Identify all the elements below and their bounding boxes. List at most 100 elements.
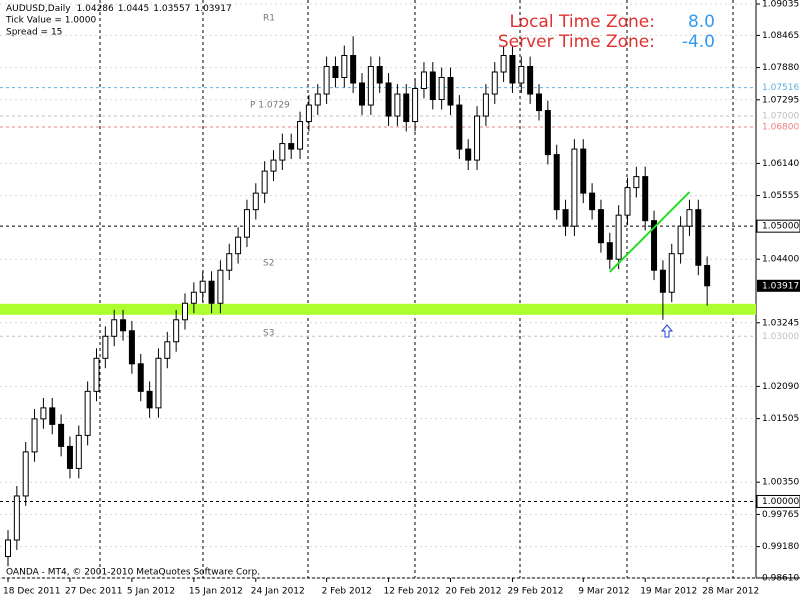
- candle-body: [465, 148, 472, 161]
- x-tick-label: 12 Feb 2012: [384, 587, 440, 597]
- pivot-label: S3: [263, 329, 274, 339]
- candle-body: [146, 390, 153, 409]
- candle-body: [31, 418, 38, 453]
- zone: [0, 303, 756, 315]
- level-box: [757, 121, 800, 134]
- pivot-label: P 1.0729: [250, 101, 290, 111]
- pivot-label: S2: [263, 259, 274, 269]
- candle-body: [243, 209, 250, 238]
- timezone-label: Server Time Zone:: [498, 32, 655, 52]
- candle-body: [235, 236, 242, 255]
- y-tick-label: 0.99765: [762, 510, 799, 520]
- candle-body: [412, 88, 419, 123]
- candle-body: [668, 253, 675, 293]
- candle-body: [633, 176, 640, 189]
- candle-body: [553, 154, 560, 211]
- info: Tick Value = 1.0000: [5, 16, 96, 26]
- candle-body: [677, 225, 684, 255]
- timezone-value: -4.0: [682, 32, 715, 52]
- candle-body: [40, 407, 47, 420]
- candle-body: [199, 280, 206, 293]
- copyright: OANDA - MT4, © 2001-2010 MetaQuotes Soft…: [6, 568, 260, 578]
- candle-body: [474, 115, 481, 161]
- candle-body: [606, 242, 613, 260]
- candle-body: [173, 319, 180, 343]
- candle-body: [659, 269, 666, 293]
- candle-body: [704, 264, 711, 287]
- x-tick-label: 28 Mar 2012: [702, 587, 759, 597]
- candle-body: [429, 71, 436, 101]
- candle-body: [491, 71, 498, 95]
- candle-body: [22, 451, 29, 497]
- x-tick-label: 27 Dec 2011: [65, 587, 123, 597]
- candle-body: [518, 65, 525, 84]
- x-tick-label: 9 Mar 2012: [578, 587, 629, 597]
- candle-body: [359, 82, 365, 106]
- x-tick-label: 15 Jan 2012: [189, 587, 243, 597]
- level-label: 1.00000: [762, 497, 799, 507]
- y-tick-label: 1.05555: [762, 191, 799, 201]
- level-box: [756, 219, 800, 233]
- chart-title: AUDUSD,Daily 1.04286 1.0445 1.03557 1.03917: [6, 4, 232, 14]
- x-tick-label: 5 Jan 2012: [127, 587, 175, 597]
- x-tick-label: 2 Feb 2012: [322, 587, 372, 597]
- y-tick-label: 1.07295: [762, 95, 799, 105]
- candle-body: [5, 539, 11, 558]
- y-tick-label: 0.98610: [762, 574, 799, 584]
- candle-body: [332, 65, 339, 79]
- timezone-value: 8.0: [688, 12, 715, 32]
- y-tick-label: 1.06140: [762, 159, 799, 169]
- candle-body: [482, 93, 489, 117]
- candle-body: [527, 65, 534, 95]
- level-label: 1.06800: [762, 123, 799, 133]
- arrow-icon: [660, 324, 674, 338]
- candle-body: [75, 434, 82, 469]
- candle-body: [642, 176, 649, 222]
- level-box: [757, 81, 800, 94]
- x-tick-label: 24 Jan 2012: [251, 587, 305, 597]
- candle-body: [615, 214, 622, 260]
- candle-body: [580, 148, 587, 194]
- candle-body: [536, 93, 542, 112]
- candle-body: [695, 209, 702, 266]
- candle-body: [164, 341, 171, 359]
- level-box: [757, 110, 800, 123]
- candle-body: [217, 269, 224, 304]
- candle-body: [66, 445, 73, 469]
- candle-body: [350, 54, 357, 84]
- price-box: [757, 279, 800, 292]
- candle-body: [420, 71, 427, 90]
- timezone-label: Local Time Zone:: [510, 12, 655, 32]
- candle-body: [13, 495, 20, 541]
- candle-body: [385, 82, 392, 117]
- candle-body: [589, 192, 596, 211]
- candle-body: [597, 209, 604, 244]
- level-box: [756, 494, 800, 508]
- y-tick-label: 1.07880: [762, 63, 799, 73]
- candle-body: [509, 54, 516, 84]
- x-tick-label: 18 Dec 2011: [3, 587, 61, 597]
- candle-body: [226, 253, 233, 271]
- y-tick-label: 1.02090: [762, 382, 799, 392]
- candle-body: [314, 93, 321, 106]
- candle-body: [279, 143, 286, 161]
- candle-body: [137, 363, 144, 392]
- y-tick-label: 1.00350: [762, 478, 799, 488]
- candle-body: [305, 104, 312, 123]
- y-tick-label: 1.01505: [762, 414, 799, 424]
- x-tick-label: 20 Feb 2012: [446, 587, 502, 597]
- pivot-label: R1: [263, 14, 275, 24]
- y-tick-label: 1.09035: [762, 0, 799, 10]
- candle-body: [155, 357, 162, 409]
- candle-body: [341, 54, 348, 79]
- x-tick-label: 29 Feb 2012: [507, 587, 563, 597]
- candle-body: [562, 209, 569, 227]
- candle-body: [111, 319, 118, 337]
- candle-body: [208, 280, 215, 304]
- y-tick-label: 1.03245: [762, 318, 799, 328]
- candle-body: [190, 291, 197, 304]
- level-label: 1.07000: [762, 112, 799, 122]
- y-tick-label: 1.08465: [762, 31, 799, 41]
- trendline: [609, 191, 691, 273]
